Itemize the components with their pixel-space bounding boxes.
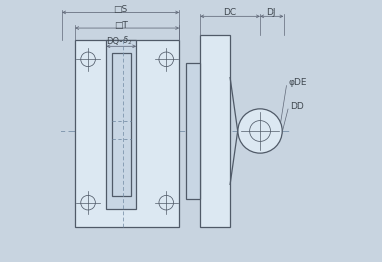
Text: $\delta_2$: $\delta_2$ bbox=[123, 35, 133, 47]
Text: □T: □T bbox=[114, 21, 128, 30]
Bar bbox=[200, 35, 230, 227]
Text: DJ: DJ bbox=[267, 8, 276, 18]
Bar bbox=[112, 53, 131, 196]
Bar bbox=[75, 40, 179, 227]
Bar bbox=[106, 40, 136, 209]
Text: □S: □S bbox=[113, 5, 128, 14]
Text: DC: DC bbox=[223, 8, 236, 18]
Text: DD: DD bbox=[290, 102, 304, 111]
Text: φDE: φDE bbox=[288, 78, 307, 87]
Text: DQ-: DQ- bbox=[106, 37, 123, 46]
Circle shape bbox=[238, 109, 282, 153]
Bar bbox=[186, 63, 200, 199]
